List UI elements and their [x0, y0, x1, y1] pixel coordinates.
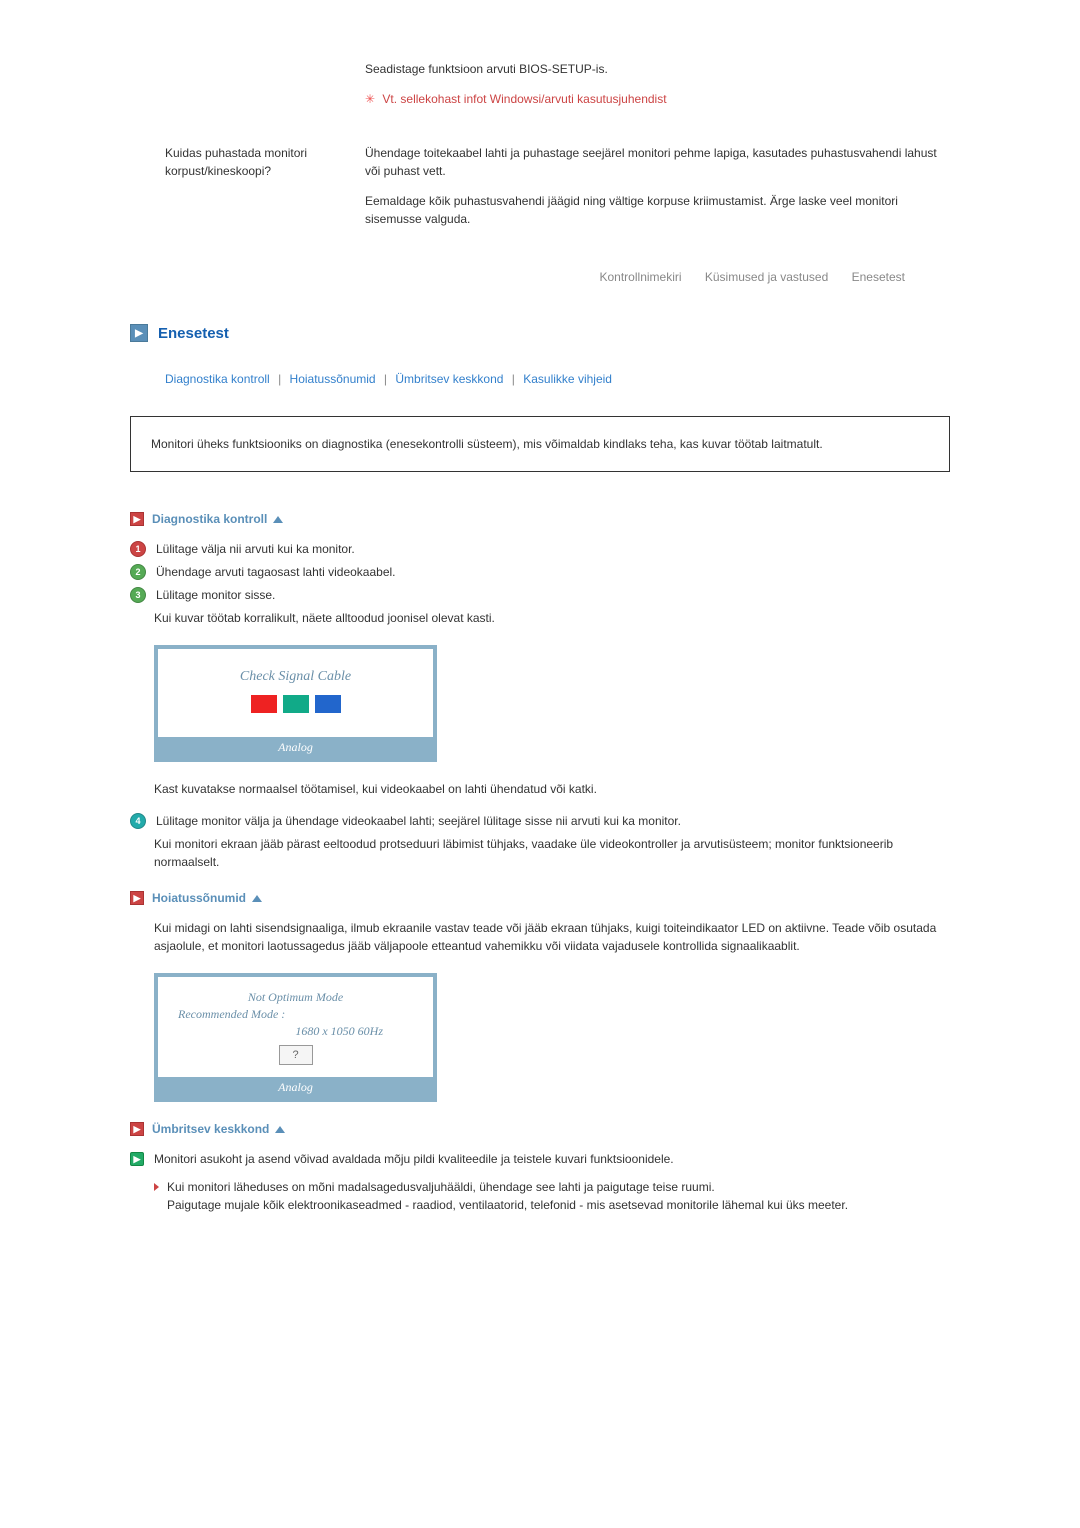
not-optimum-line3: 1680 x 1050 60Hz [178, 1023, 413, 1040]
ref-icon: ✳ [365, 92, 375, 106]
link-umbritsev[interactable]: Ümbritsev keskkond [395, 372, 503, 386]
step-3-icon: 3 [130, 587, 146, 603]
step-4-text: Lülitage monitor välja ja ühendage video… [156, 812, 681, 830]
sub-bullet-icon: ▶ [130, 512, 144, 526]
question-button: ? [279, 1045, 313, 1065]
nav-links: Kontrollnimekiri Küsimused ja vastused E… [130, 270, 915, 284]
sub-links: Diagnostika kontroll | Hoiatussõnumid | … [165, 372, 950, 386]
link-hoiatussonumid[interactable]: Hoiatussõnumid [290, 372, 376, 386]
env-bullet-text: Monitori asukoht ja asend võivad avaldad… [154, 1150, 674, 1168]
not-optimum-line2: Recommended Mode : [178, 1006, 413, 1023]
windows-ref-link[interactable]: Vt. sellekohast infot Windowsi/arvuti ka… [382, 92, 666, 106]
step-4-icon: 4 [130, 813, 146, 829]
blue-box [315, 695, 341, 713]
nav-enesetest[interactable]: Enesetest [852, 270, 905, 284]
step-3-text: Lülitage monitor sisse. [156, 586, 275, 604]
signal-cable-diagram: Check Signal Cable Analog [154, 645, 437, 762]
env-sub2: Paigutage mujale kõik elektroonikaseadme… [167, 1196, 848, 1214]
env-title: Ümbritsev keskkond [152, 1122, 269, 1136]
clean-question: Kuidas puhastada monitori korpust/kinesk… [165, 144, 365, 240]
bullet-icon: ▶ [130, 1152, 144, 1166]
up-arrow-icon[interactable] [275, 1126, 285, 1133]
analog-label-2: Analog [158, 1077, 433, 1098]
red-box [251, 695, 277, 713]
nav-kusimused[interactable]: Küsimused ja vastused [705, 270, 828, 284]
subbullet-arrow-icon [154, 1183, 159, 1191]
up-arrow-icon[interactable] [252, 895, 262, 902]
link-diagnostika[interactable]: Diagnostika kontroll [165, 372, 270, 386]
warn-text: Kui midagi on lahti sisendsignaaliga, il… [154, 919, 950, 955]
up-arrow-icon[interactable] [273, 516, 283, 523]
section-icon: ▶ [130, 324, 148, 342]
warn-title: Hoiatussõnumid [152, 891, 246, 905]
step-4b-text: Kui monitori ekraan jääb pärast eeltoodu… [154, 835, 950, 871]
clean-answer-2: Eemaldage kõik puhastusvahendi jäägid ni… [365, 192, 950, 228]
diag-title: Diagnostika kontroll [152, 512, 267, 526]
sub-bullet-icon: ▶ [130, 891, 144, 905]
bios-setup-text: Seadistage funktsioon arvuti BIOS-SETUP-… [365, 60, 950, 78]
windows-ref: ✳ Vt. sellekohast infot Windowsi/arvuti … [365, 90, 950, 108]
analog-label: Analog [158, 737, 433, 758]
sub-bullet-icon: ▶ [130, 1122, 144, 1136]
step-2-text: Ühendage arvuti tagaosast lahti videokaa… [156, 563, 396, 581]
check-signal-text: Check Signal Cable [168, 669, 423, 685]
green-box [283, 695, 309, 713]
step-3b-text: Kui kuvar töötab korralikult, näete allt… [154, 609, 950, 627]
env-sub1: Kui monitori läheduses on mõni madalsage… [167, 1178, 848, 1196]
step-2-icon: 2 [130, 564, 146, 580]
after-box-text: Kast kuvatakse normaalsel töötamisel, ku… [154, 780, 950, 798]
not-optimum-line1: Not Optimum Mode [178, 989, 413, 1006]
clean-answer-1: Ühendage toitekaabel lahti ja puhastage … [365, 144, 950, 180]
not-optimum-diagram: Not Optimum Mode Recommended Mode : 1680… [154, 973, 437, 1102]
info-box: Monitori üheks funktsiooniks on diagnost… [130, 416, 950, 472]
link-kasulikke[interactable]: Kasulikke vihjeid [523, 372, 612, 386]
nav-kontrollnimekiri[interactable]: Kontrollnimekiri [600, 270, 682, 284]
section-title: Enesetest [158, 325, 229, 342]
step-1-text: Lülitage välja nii arvuti kui ka monitor… [156, 540, 355, 558]
step-1-icon: 1 [130, 541, 146, 557]
